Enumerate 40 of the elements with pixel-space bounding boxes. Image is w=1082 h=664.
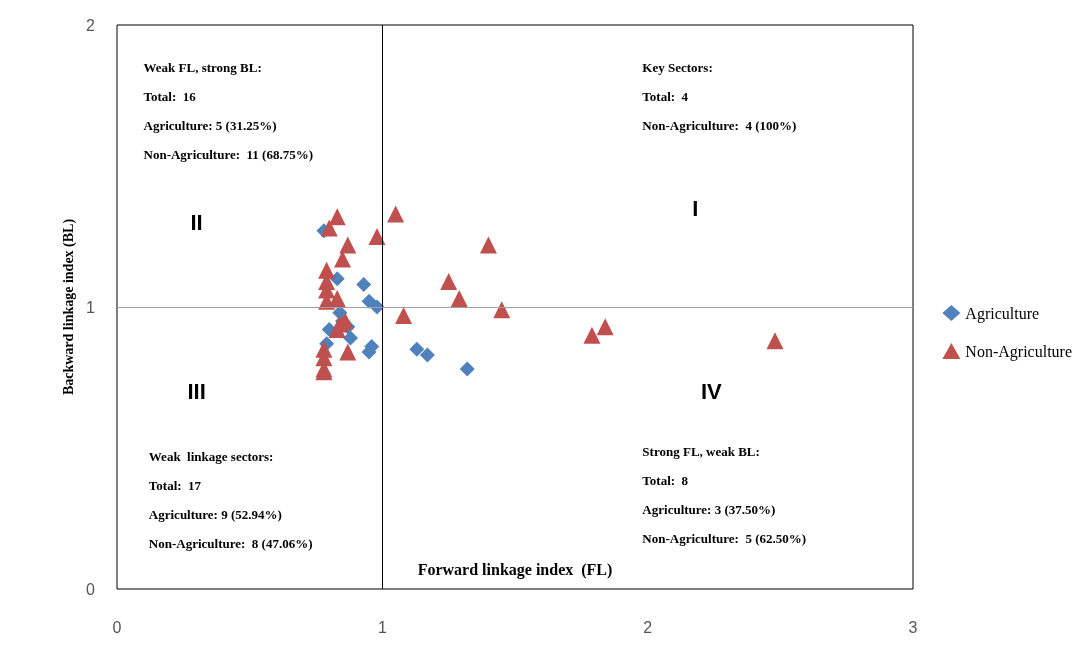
point: [387, 205, 405, 223]
point: [339, 236, 357, 254]
point: [328, 208, 346, 226]
y-tick-label: 2: [86, 16, 96, 34]
legend-label: Agriculture: [965, 304, 1040, 323]
x-tick-label: 0: [112, 618, 122, 636]
x-tick-label: 2: [643, 618, 653, 636]
point: [356, 276, 372, 292]
point: [339, 343, 357, 361]
point: [766, 332, 784, 350]
legend-label: Non-Agriculture: [965, 342, 1073, 361]
point: [493, 301, 511, 319]
annotation: Weak linkage sectors: Total: 17 Agriculture: 9 (52.94%) Non-Agriculture: 8 (47.06%): [148, 449, 313, 552]
point: [583, 326, 601, 344]
point: [459, 361, 475, 377]
point: [368, 228, 386, 245]
annotation: III: [187, 379, 206, 405]
point: [328, 321, 346, 339]
y-axis-title: Backward linkage index (BL): [60, 218, 77, 396]
point: [440, 273, 458, 291]
annotation: Key Sectors: Total: 4 Non-Agriculture: 4 (100%): [642, 60, 797, 134]
point: [450, 290, 468, 308]
x-tick-label: 3: [908, 618, 918, 636]
y-tick-label: 0: [86, 580, 96, 598]
point: [320, 219, 338, 237]
annotation: II: [190, 209, 203, 235]
annotation: Strong FL, weak BL: Total: 8 Agriculture: 3 (37.50%) Non-Agriculture: 5 (62.50%): [642, 443, 807, 546]
point: [329, 271, 345, 287]
point: [596, 318, 614, 336]
point: [409, 341, 425, 357]
x-axis-title: Forward linkage index (FL): [417, 560, 613, 579]
point: [479, 236, 497, 254]
point: [395, 306, 413, 324]
point: [419, 347, 435, 363]
annotation: IV: [700, 379, 723, 405]
point: [342, 330, 358, 346]
y-tick-label: 1: [86, 298, 96, 316]
annotation: I: [692, 195, 699, 221]
x-tick-label: 1: [377, 618, 387, 636]
annotation: Weak FL, strong BL: Total: 16 Agriculture: 5 (31.25%) Non-Agriculture: 11 (68.75%): [143, 60, 313, 163]
